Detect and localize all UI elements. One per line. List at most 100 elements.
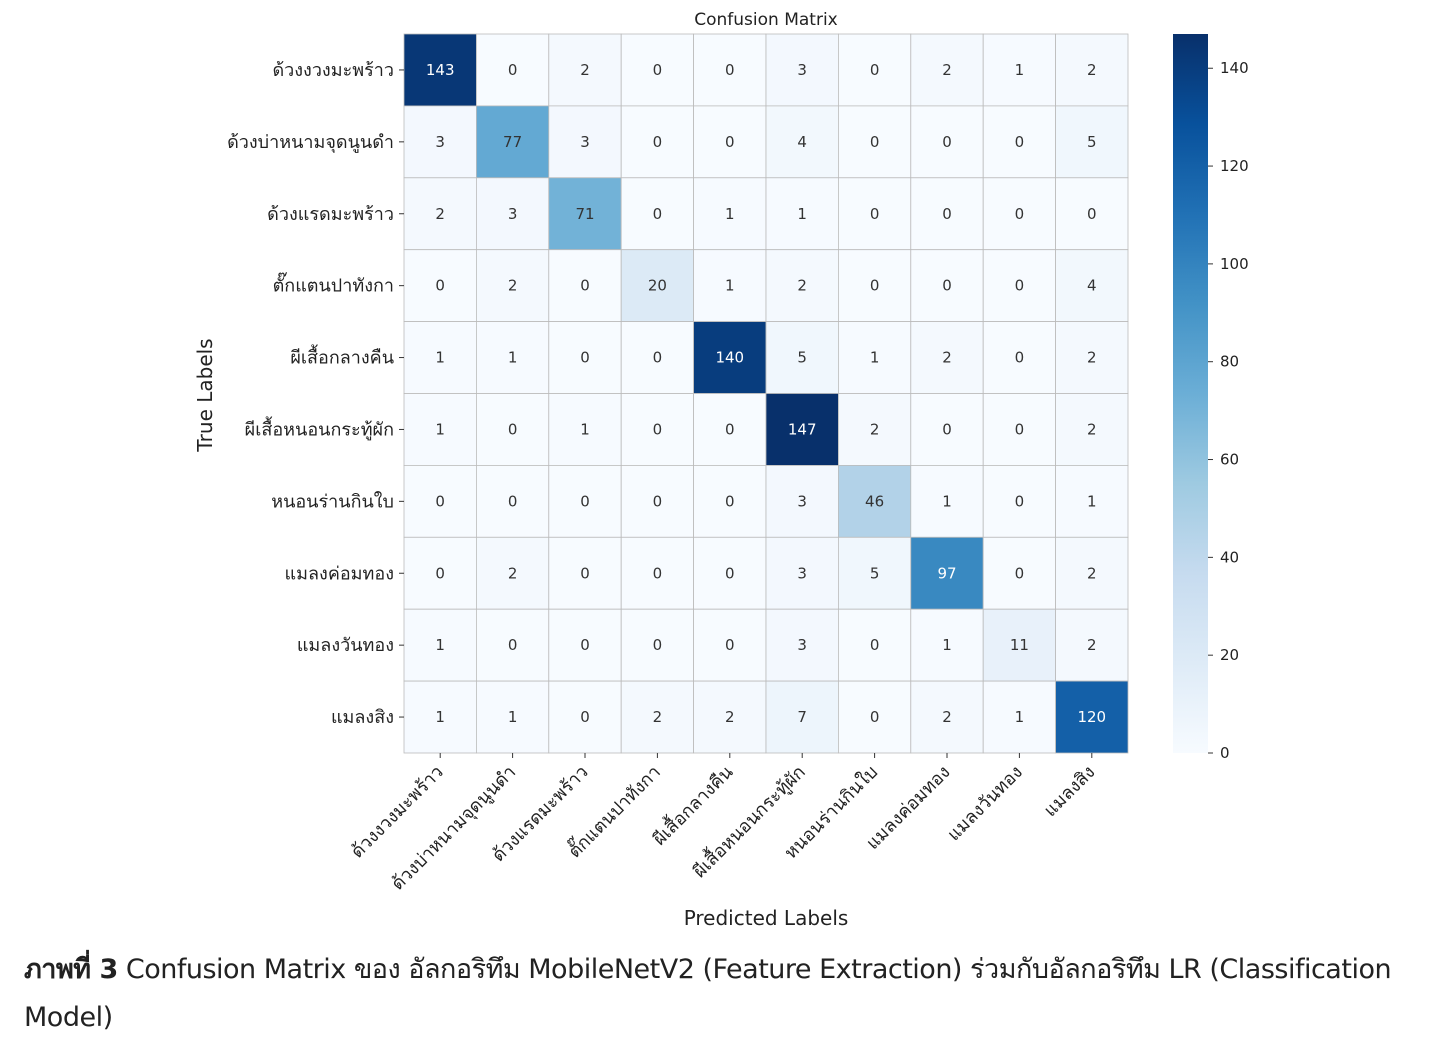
heatmap-cell [765,33,839,107]
cell-value-label: 0 [725,492,735,510]
heatmap-cell [910,536,984,610]
heatmap-cell [838,393,912,466]
cell-value-label: 0 [725,61,735,79]
cell-value-label: 147 [788,420,817,438]
cell-value-label: 0 [942,277,952,295]
cell-value-label: 2 [508,564,518,582]
heatmap-cell [475,321,550,394]
heatmap-cell [838,680,912,754]
heatmap-cell [693,608,767,682]
cell-value-label: 3 [508,205,518,223]
cell-value-label: 0 [580,277,590,295]
cell-value-label: 46 [865,492,884,510]
heatmap-cell [620,33,695,107]
y-tick-label: ผีเสื้อหนอนกระทู้ผัก [245,416,394,440]
heatmap-cell [765,464,839,538]
cell-value-label: 0 [580,349,590,367]
heatmap-cell [548,33,622,107]
heatmap-cell [1055,105,1129,179]
heatmap-cell [475,608,550,682]
heatmap-cell [548,608,622,682]
y-tick-label: หนอนร่านกินใบ [271,490,394,512]
cell-value-label: 2 [797,277,807,295]
heatmap-cell [620,680,695,754]
cell-value-label: 0 [1015,349,1025,367]
heatmap-cell [548,393,622,466]
cell-value-label: 20 [648,277,667,295]
heatmap-cell [1055,249,1129,322]
cell-value-label: 4 [797,133,807,151]
cell-value-label: 1 [942,636,952,654]
heatmap-cell [910,105,984,179]
cell-value-label: 5 [1087,133,1097,151]
heatmap-cell [475,105,550,179]
heatmap-cell [403,680,477,754]
colorbar-tick-label: 40 [1220,548,1239,566]
cell-value-label: 1 [725,277,735,295]
heatmap-cell [982,177,1057,251]
x-tick-label: แมลงวันทอง [943,762,1027,846]
heatmap-cell [620,464,695,538]
heatmap-cell [693,105,767,179]
cell-value-label: 0 [870,277,880,295]
figure-caption: ภาพที่ 3 Confusion Matrix ของ อัลกอริทึม… [24,946,1434,1042]
heatmap-cell [982,464,1057,538]
heatmap-cell [982,393,1057,466]
heatmap-cell [838,321,912,394]
y-tick-label: ผีเสื้อกลางคืน [290,345,394,369]
heatmap-cell [1055,321,1129,394]
heatmap-cell [620,536,695,610]
cell-value-label: 2 [1087,636,1097,654]
cell-value-label: 0 [1015,492,1025,510]
colorbar-tick-label: 60 [1220,451,1239,469]
cell-value-label: 71 [575,205,594,223]
heatmap-cell [910,177,984,251]
heatmap-cell [403,393,477,466]
cell-value-label: 0 [653,492,663,510]
heatmap-cell [982,249,1057,322]
cell-value-label: 0 [942,420,952,438]
y-tick-label: แมลงสิง [331,707,394,728]
cell-value-label: 0 [1015,277,1025,295]
heatmap-cell [403,33,477,107]
cell-value-label: 97 [937,564,956,582]
cell-value-label: 0 [580,636,590,654]
heatmap-cell [1055,177,1129,251]
confusion-matrix-chart: Confusion Matrix 143 0 2 0 0 3 0 2 1 23 77 3 0 0 4 0 0 0 5… [193,10,1249,930]
x-axis-label: Predicted Labels [684,906,849,930]
heatmap-cell [1055,680,1129,754]
cell-value-label: 2 [508,277,518,295]
heatmap-cell [982,105,1057,179]
heatmap-cell [982,536,1057,610]
cell-value-label: 120 [1077,708,1106,726]
heatmap-cell [765,249,839,322]
heatmap-cell [693,393,767,466]
y-tick-label: แมลงวันทอง [297,635,394,656]
heatmap-cell [548,321,622,394]
heatmap-cell [910,680,984,754]
heatmap-cell [403,464,477,538]
heatmap-cell [693,321,767,394]
cell-value-label: 0 [580,708,590,726]
heatmap-cell [910,249,984,322]
heatmap-cell [475,680,550,754]
cell-value-label: 1 [435,708,445,726]
cell-value-label: 0 [435,492,445,510]
heatmap-cell [548,177,622,251]
cell-value-label: 1 [1015,61,1025,79]
cell-value-label: 0 [508,420,518,438]
cell-value-label: 0 [435,564,445,582]
cell-value-label: 2 [942,349,952,367]
heatmap-cell [765,105,839,179]
cell-value-label: 4 [1087,277,1097,295]
cell-value-label: 0 [1015,420,1025,438]
cell-value-label: 0 [580,564,590,582]
heatmap-cell [403,177,477,251]
cell-value-label: 1 [435,636,445,654]
cell-value-label: 0 [653,349,663,367]
caption-prefix: ภาพที่ 3 [24,954,118,985]
caption-text: Confusion Matrix ของ อัลกอริทึม MobileNe… [24,954,1392,1033]
heatmap-cell [910,464,984,538]
colorbar-tick-label: 80 [1220,353,1239,371]
chart-title: Confusion Matrix [694,10,838,30]
